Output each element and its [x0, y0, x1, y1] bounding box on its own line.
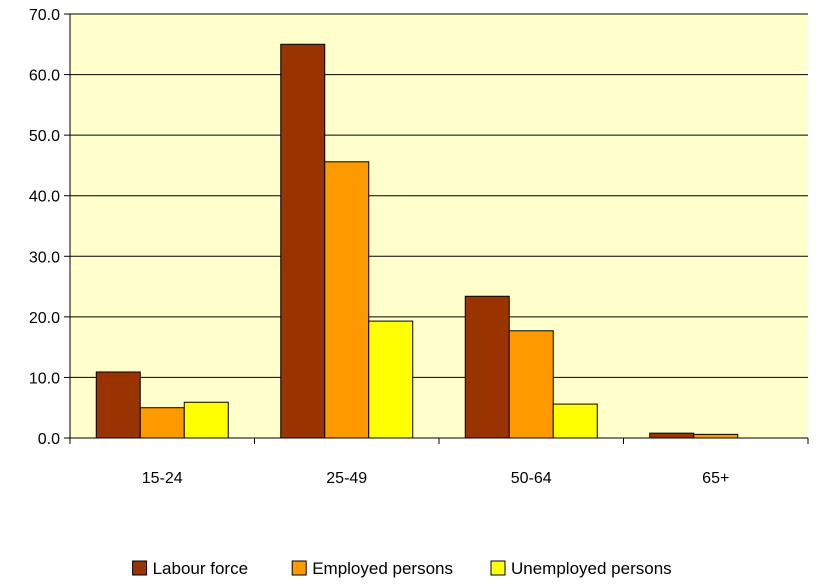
y-tick-label: 50.0: [29, 128, 60, 145]
bar-unemployed-persons-50-64: [552, 403, 598, 439]
legend-item-employed-persons: Employed persons: [291, 559, 453, 578]
legend-swatch: [490, 560, 506, 576]
y-tick-label: 30.0: [29, 249, 60, 266]
bar-unemployed-persons-15-24: [183, 401, 229, 439]
y-tick-label: 60.0: [29, 68, 60, 85]
legend-label: Employed persons: [312, 559, 453, 578]
bar-labour-force-25-49: [280, 43, 326, 439]
bars: [95, 43, 739, 439]
y-tick-label: 40.0: [29, 189, 60, 206]
legend-item-unemployed-persons: Unemployed persons: [490, 559, 672, 578]
y-tick-label: 70.0: [29, 7, 60, 24]
bar-labour-force-50-64: [464, 295, 510, 439]
bar-employed-persons-25-49: [324, 161, 370, 439]
legend-swatch: [291, 560, 307, 576]
plot-area: [70, 14, 808, 438]
axes: [64, 13, 809, 444]
bar-labour-force-65+: [649, 432, 695, 439]
bar-employed-persons-65+: [693, 433, 739, 439]
legend-item-labour-force: Labour force: [132, 559, 248, 578]
legend-label: Unemployed persons: [511, 559, 672, 578]
gridlines: [70, 13, 808, 378]
y-tick-label: 0.0: [38, 431, 60, 448]
x-tick-label: 50-64: [511, 470, 552, 487]
y-tick-label: 20.0: [29, 310, 60, 327]
legend-swatch: [132, 560, 148, 576]
legend-label: Labour force: [153, 559, 248, 578]
bar-unemployed-persons-25-49: [368, 320, 414, 439]
legend: Labour force Employed persons Unemployed p…: [132, 559, 672, 578]
y-axis-tick-labels: 0.0 10.0 20.0 30.0 40.0 50.0 60.0 70.0: [29, 7, 60, 448]
x-tick-label: 25-49: [326, 470, 367, 487]
x-tick-label: 65+: [702, 470, 729, 487]
y-tick-label: 10.0: [29, 370, 60, 387]
bar-labour-force-15-24: [95, 371, 141, 439]
bar-employed-persons-15-24: [139, 407, 185, 439]
x-axis-tick-labels: 15-24 25-49 50-64 65+: [142, 470, 730, 487]
bar-employed-persons-50-64: [508, 330, 554, 439]
x-tick-label: 15-24: [142, 470, 183, 487]
